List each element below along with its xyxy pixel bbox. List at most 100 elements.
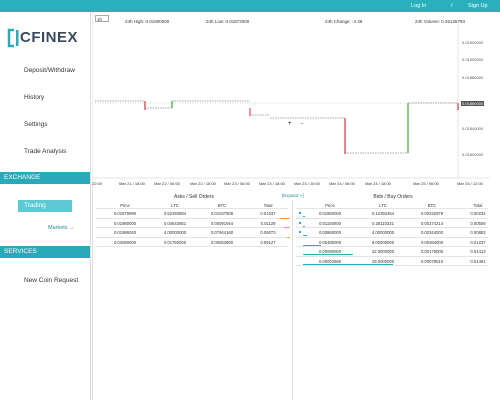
order-cell: 4.00000000 (163, 230, 187, 235)
column-header: BTC (427, 203, 437, 208)
order-cell: 0.01986040 (113, 230, 137, 235)
time-label: Mar 23 / 20:00 (294, 181, 320, 186)
order-cell: 0.01413 (470, 249, 486, 254)
order-cell: 0.00078010 (420, 258, 444, 264)
order-cell: 0.00053900 (210, 239, 234, 245)
order-cell: 0.01129 (260, 220, 276, 226)
menu-item[interactable]: Deposit/Withdraw (24, 67, 75, 74)
row-line (96, 236, 288, 237)
depth-bar (303, 216, 305, 217)
depth-bar (303, 263, 393, 265)
order-cell: 0.00002690 (318, 258, 342, 264)
chart-stat: 24h High: 0.01900000 (125, 19, 170, 24)
row-line (296, 227, 488, 228)
new-coin-link[interactable]: New Coin Request (24, 277, 79, 284)
order-cell: 0.00480000 (318, 239, 342, 245)
column-header: LTC (171, 203, 179, 208)
row-line (296, 217, 488, 218)
order-cell: 0.12392464 (371, 211, 395, 216)
order-cell: 22.0000000 (371, 249, 395, 254)
price-label: 0.01840000 (462, 126, 484, 131)
order-cell: 0.01979990 (113, 211, 137, 216)
row-line (96, 246, 288, 247)
trading-button[interactable]: Trading (18, 200, 72, 212)
order-cell: 0.00509 (470, 220, 486, 226)
sidebar-border (90, 12, 91, 400)
price-label: 0.01900000 (462, 57, 484, 62)
column-header: Price (325, 203, 335, 208)
order-cell: 0.07944160 (210, 230, 234, 235)
divider (92, 190, 93, 400)
row-line (296, 255, 488, 256)
row-line (296, 265, 488, 266)
order-cell: 0.00080000 (318, 249, 342, 254)
order-cell: 0.01237 (470, 239, 486, 245)
column-header: LTC (379, 203, 387, 208)
price-chart: + - (92, 12, 490, 190)
order-cell: 0.26110331 (372, 220, 394, 226)
order-cell: 0.01491 (470, 258, 486, 264)
depth-bar (303, 225, 305, 227)
bids-title: Bids / Buy Orders (373, 194, 413, 200)
depth-bar (280, 217, 290, 219)
services-band: SERVICES (0, 246, 90, 258)
depth-bar (303, 244, 321, 246)
time-label: 22:00 (91, 181, 103, 186)
order-cell: 0.00344000 (420, 230, 444, 235)
price-label: 0.01860000 (461, 101, 485, 106)
time-label: Mar 24 / 18:00 (365, 181, 391, 186)
order-cell: 0.00274214 (420, 220, 444, 226)
order-cell: 0.04643651 (163, 220, 187, 226)
svg-text:+: + (288, 121, 292, 127)
order-cell: 0.01750000 (163, 239, 187, 245)
row-arrow (299, 221, 301, 224)
row-arrow (299, 231, 301, 233)
price-label: 0.01920000 (462, 40, 484, 45)
menu-item[interactable]: Trade Analysis (24, 148, 67, 155)
signup-link[interactable]: Sign Up (468, 3, 488, 9)
row-line (296, 236, 488, 237)
order-cell: 0.00232979 (420, 211, 444, 216)
markets-link[interactable]: Markets → (48, 225, 75, 231)
order-cell: 0.00384000 (420, 239, 444, 245)
price-label: 0.01820000 (462, 152, 484, 157)
time-label: Mar 25 / 12:00 (457, 181, 483, 186)
column-header: Total (473, 203, 483, 208)
order-cell: 0.00091944 (210, 220, 234, 226)
login-link[interactable]: Log In (411, 3, 427, 9)
logo-icon (7, 28, 19, 48)
order-cell: 0.01037 (260, 211, 276, 216)
menu-item[interactable]: History (24, 94, 45, 101)
order-cell: 0.01150000 (319, 220, 341, 226)
menu-item[interactable]: Settings (24, 121, 48, 128)
order-cell: 0.01037508 (210, 211, 234, 216)
order-cell: 0.52393584 (163, 211, 187, 216)
svg-text:-: - (301, 121, 303, 127)
interval-select[interactable]: 1h (95, 15, 109, 22)
time-label: Mar 23 / 18:00 (259, 181, 285, 186)
price-label: 0.01880000 (462, 75, 484, 80)
order-cell: 0.09073 (260, 230, 276, 235)
order-cell: 0.00232 (470, 211, 486, 216)
row-arrow (299, 212, 301, 214)
order-cell: 0.01980000 (113, 220, 137, 226)
asks-title: Asks / Sell Orders (173, 194, 215, 200)
time-label: Mar 22 / 18:00 (190, 181, 216, 186)
expand-link[interactable]: [Expand +] (282, 193, 304, 198)
depth-bar (284, 227, 290, 228)
exchange-band: EXCHANGE (0, 172, 90, 184)
order-cell: 0.00853 (470, 230, 486, 235)
chart-stat: 24h Low: 0.01872000 (206, 19, 250, 24)
depth-bar (303, 235, 307, 236)
chart-stat: 24h Change: -3.39 (325, 19, 363, 24)
top-bar (0, 0, 500, 12)
order-cell: 0.01850000 (318, 211, 342, 216)
row-line (96, 217, 288, 218)
depth-bar (303, 254, 353, 255)
order-cell: 0.00176000 (420, 249, 444, 254)
order-cell: 0.00860000 (318, 230, 342, 235)
column-header: Total (263, 203, 273, 208)
time-label: Mar 22 / 06:00 (154, 181, 180, 186)
logo: CFINEX (20, 29, 79, 46)
